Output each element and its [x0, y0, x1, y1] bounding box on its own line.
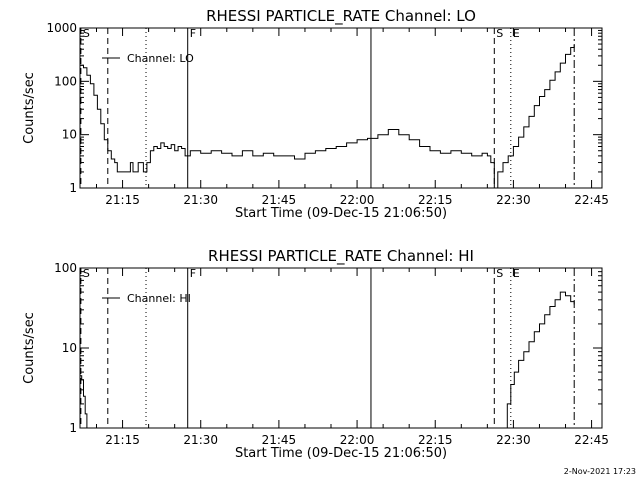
event-marker-label: S — [83, 27, 90, 40]
y-tick-label: 1000 — [46, 21, 77, 35]
x-tick-label: 22:00 — [340, 433, 375, 447]
x-tick-label: 21:30 — [183, 193, 218, 207]
event-marker-label: F — [190, 27, 196, 40]
y-tick-label: 1 — [69, 421, 77, 435]
chart-panel-0: RHESSI PARTICLE_RATE Channel: LO 1 10 100 10… — [22, 7, 609, 221]
x-tick-label: 21:45 — [262, 193, 297, 207]
y-tick-label: 10 — [62, 341, 77, 355]
y-axis-label: Counts/sec — [22, 312, 37, 384]
chart-panel-1: RHESSI PARTICLE_RATE Channel: HI 1 10 100 21… — [22, 247, 609, 461]
x-tick-label: 21:30 — [183, 433, 218, 447]
event-marker-label: S — [496, 27, 503, 40]
x-tick-label: 22:30 — [496, 193, 531, 207]
x-tick-label: 21:15 — [105, 193, 140, 207]
series-line-channel-hi — [503, 291, 575, 429]
x-tick-label: 22:15 — [418, 193, 453, 207]
series-line-channel-hi — [80, 375, 88, 428]
footer-timestamp: 2-Nov-2021 17:23 — [563, 467, 636, 476]
x-tick-label: 22:00 — [340, 193, 375, 207]
y-tick-label: 100 — [54, 261, 77, 275]
event-marker-label: S — [83, 267, 90, 280]
x-tick-label: 21:45 — [262, 433, 297, 447]
x-tick-label: 22:30 — [496, 433, 531, 447]
chart-title: RHESSI PARTICLE_RATE Channel: LO — [206, 7, 476, 26]
x-tick-label: 22:45 — [574, 193, 609, 207]
x-tick-label: 22:15 — [418, 433, 453, 447]
legend-entry: Channel: LO — [127, 52, 194, 65]
event-marker-label: S — [496, 267, 503, 280]
y-tick-label: 1 — [69, 181, 77, 195]
y-tick-label: 10 — [62, 128, 77, 142]
event-marker-label: E — [513, 27, 520, 40]
x-axis-label: Start Time (09-Dec-15 21:06:50) — [235, 446, 447, 461]
event-marker-label: F — [190, 267, 196, 280]
series-line-channel-lo — [80, 45, 575, 189]
plot-frame — [79, 27, 603, 189]
chart-title: RHESSI PARTICLE_RATE Channel: HI — [208, 247, 474, 266]
x-tick-label: 21:15 — [105, 433, 140, 447]
event-marker-label: E — [513, 267, 520, 280]
y-axis-label: Counts/sec — [22, 72, 37, 144]
legend-entry: Channel: HI — [127, 292, 191, 305]
x-axis-label: Start Time (09-Dec-15 21:06:50) — [235, 206, 447, 221]
y-tick-label: 100 — [54, 74, 77, 88]
x-tick-label: 22:45 — [574, 433, 609, 447]
